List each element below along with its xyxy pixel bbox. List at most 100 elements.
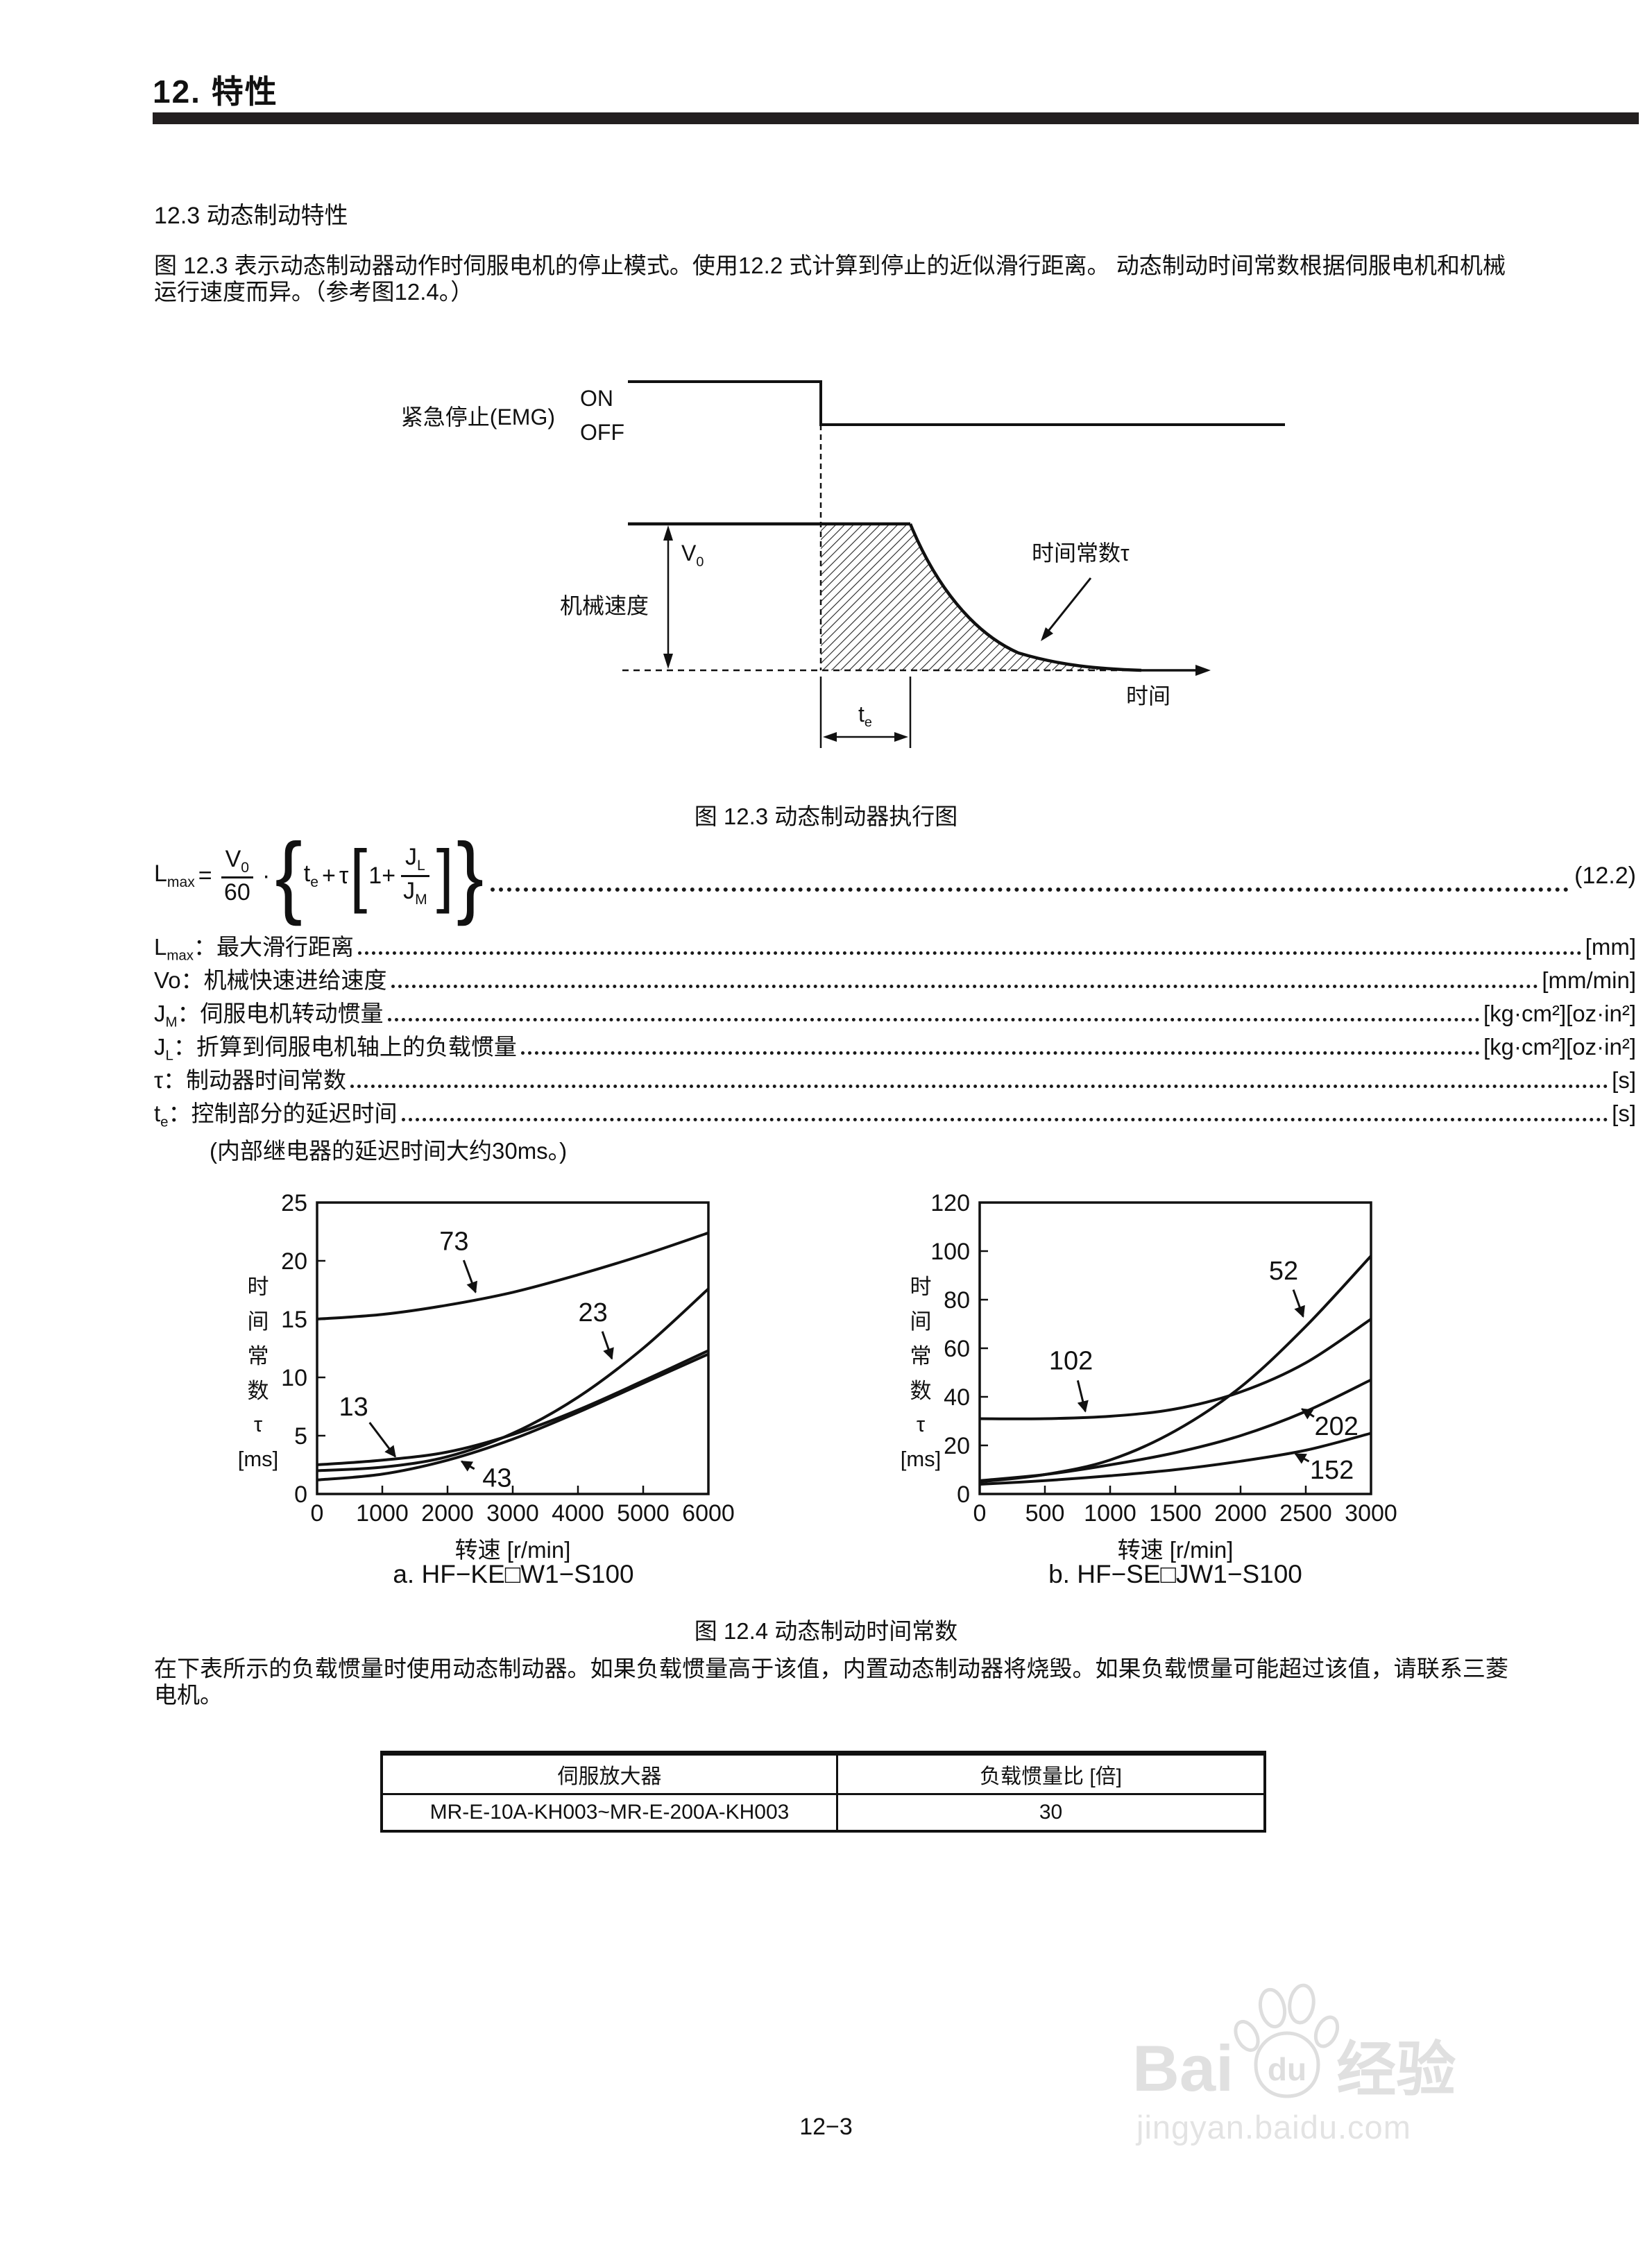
x-tick-label: 0 — [311, 1500, 324, 1527]
v0-arrow-up-icon — [663, 525, 673, 541]
time-constant-chart-a: 0 1000 2000 3000 4000 5000 6000 0 5 10 15 20 25 转速 [r… — [238, 1190, 735, 1563]
on-label: ON — [580, 386, 613, 411]
y-tick-label: 120 — [930, 1190, 970, 1216]
ratio-cell: 30 — [836, 1793, 1266, 1833]
definition-row: Lmax：最大滑行距离 [mm] — [154, 928, 1636, 964]
te-label: te — [858, 702, 872, 730]
x-tick-label: 6000 — [682, 1500, 735, 1527]
time-axis-arrowhead-icon — [1195, 665, 1211, 676]
y-axis-label-char: 常 — [248, 1344, 269, 1368]
def-unit: [kg·cm²][oz·in²] — [1483, 1034, 1636, 1060]
curve-73 — [316, 1231, 709, 1320]
y-tick-label: 20 — [281, 1248, 307, 1275]
annotation-arrow — [1300, 1408, 1315, 1420]
formula-12-2: Lmax = V0 60 · { te + τ [ 1+ JL JM ] } (… — [154, 824, 1636, 927]
annotation-arrow — [368, 1422, 396, 1458]
def-symbol: τ：制动器时间常数 — [154, 1067, 347, 1093]
annotation-arrow — [462, 1259, 478, 1293]
emg-label: 紧急停止(EMG) — [401, 405, 555, 430]
x-axis-label: 转速 [r/min] — [1118, 1537, 1234, 1563]
figure-12-4-caption: 图 12.4 动态制动时间常数 — [694, 1618, 958, 1644]
def-symbol: JM：伺服电机转动惯量 — [154, 1001, 384, 1030]
y-axis-label-char: 时 — [910, 1275, 932, 1299]
def-unit: [s] — [1612, 1067, 1636, 1093]
te-term: te — [303, 860, 318, 891]
watermark-du-text: du — [1268, 2051, 1306, 2087]
col-load-inertia-ratio: 负载惯量比 [倍] — [836, 1752, 1266, 1795]
curve-13 — [316, 1349, 709, 1466]
dotted-leader — [357, 951, 1582, 955]
figure-12-3-caption: 图 12.3 动态制动器执行图 — [694, 804, 958, 829]
plot-frame — [978, 1201, 1372, 1495]
curve-label-202: 202 — [1314, 1412, 1358, 1441]
v0-label: V0 — [681, 541, 704, 570]
def-unit: [mm/min] — [1542, 967, 1636, 993]
y-axis-label-char: 数 — [910, 1379, 932, 1403]
watermark-bai-text: Bai — [1132, 2032, 1234, 2105]
decay-curve — [908, 523, 1142, 672]
machine-speed-label: 机械速度 — [560, 593, 649, 618]
def-unit: [kg·cm²][oz·in²] — [1483, 1001, 1636, 1026]
curve-102 — [979, 1318, 1372, 1420]
curve-label-152: 152 — [1310, 1456, 1354, 1485]
emg-step-line — [628, 380, 1285, 426]
y-axis-label-char: [ms] — [901, 1447, 942, 1471]
annotation-arrow — [601, 1331, 614, 1360]
dotted-leader — [520, 1051, 1480, 1055]
x-tick-label: 2000 — [421, 1500, 474, 1527]
dotted-leader — [401, 1118, 1609, 1121]
v0-over-60-fraction: V0 60 — [221, 845, 254, 907]
x-tick-label: 0 — [973, 1500, 987, 1527]
inertia-paragraph: 在下表所示的负载惯量时使用动态制动器。如果负载惯量高于该值，内置动态制动器将烧毁… — [154, 1656, 1508, 1708]
annotation-arrow — [1076, 1380, 1089, 1413]
def-unit: [mm] — [1585, 934, 1636, 960]
y-axis-label-char: [ms] — [238, 1447, 279, 1471]
baidu-paw-icon: du — [1234, 1983, 1340, 2098]
y-tick-label: 100 — [930, 1239, 970, 1265]
te-arrow-right-icon — [894, 732, 908, 742]
equation-number: (12.2) — [1574, 862, 1636, 889]
dotted-leader — [391, 985, 1539, 988]
dotted-leader — [491, 888, 1569, 892]
amplifier-range-cell: MR-E-10A-KH003~MR-E-200A-KH003 — [380, 1793, 838, 1833]
x-tick-label: 2000 — [1214, 1500, 1267, 1527]
def-unit: [s] — [1612, 1101, 1636, 1126]
y-tick-label: 80 — [944, 1287, 970, 1314]
jl-over-jm-fraction: JL JM — [401, 843, 429, 908]
watermark-logo: Bai du 经验 — [1132, 1983, 1493, 2101]
chapter-title: 12. 特性 — [153, 74, 278, 110]
definitions-note: (内部继电器的延迟时间大约30ms。) — [210, 1138, 568, 1164]
time-constant-arrow-line — [1045, 577, 1092, 634]
y-axis-label-char: 数 — [248, 1379, 269, 1403]
definition-row: τ：制动器时间常数 [s] — [154, 1062, 1636, 1095]
x-tick-label: 4000 — [552, 1500, 604, 1527]
curve-43 — [316, 1352, 709, 1481]
table-row: MR-E-10A-KH003~MR-E-200A-KH003 30 — [380, 1793, 1266, 1833]
curve-label-73: 73 — [439, 1227, 468, 1256]
formula-lhs: Lmax — [154, 860, 195, 891]
time-constant-arrowhead-icon — [1041, 627, 1053, 641]
y-axis-label-char: 时 — [248, 1275, 269, 1299]
annotation-arrow — [1292, 1289, 1305, 1318]
x-tick-label: 1500 — [1149, 1500, 1202, 1527]
coasting-hatched-area — [821, 524, 1141, 670]
watermark: Bai du 经验 jingyan.baidu.com — [1132, 1983, 1493, 2146]
time-constant-label: 时间常数τ — [1032, 541, 1130, 566]
definition-row: Vo：机械快速进给速度 [mm/min] — [154, 962, 1636, 995]
def-symbol: Vo：机械快速进给速度 — [154, 967, 387, 993]
time-constant-chart-b: 0 500 1000 1500 2000 2500 3000 0 20 40 60 80 100 120 转… — [901, 1190, 1397, 1563]
x-tick-label: 2500 — [1279, 1500, 1332, 1527]
chart-a-subcaption: a. HF−KE□W1−S100 — [393, 1560, 634, 1588]
curve-label-23: 23 — [578, 1298, 607, 1327]
intro-paragraph: 图 12.3 表示动态制动器动作时伺服电机的停止模式。使用12.2 式计算到停止… — [154, 253, 1506, 305]
watermark-site-url: jingyan.baidu.com — [1136, 2109, 1411, 2146]
y-tick-label: 15 — [281, 1307, 307, 1333]
definition-row: JL：折算到伺服电机轴上的负载惯量 [kg·cm²][oz·in²] — [154, 1028, 1636, 1064]
x-tick-label: 1000 — [1084, 1500, 1136, 1527]
x-tick-label: 3000 — [486, 1500, 539, 1527]
v0-arrow-down-icon — [663, 654, 673, 669]
def-symbol: JL：折算到伺服电机轴上的负载惯量 — [154, 1034, 517, 1064]
annotation-arrow — [1294, 1452, 1310, 1464]
inertia-table: 伺服放大器 负载惯量比 [倍] MR-E-10A-KH003~MR-E-200A… — [380, 1751, 1266, 1833]
